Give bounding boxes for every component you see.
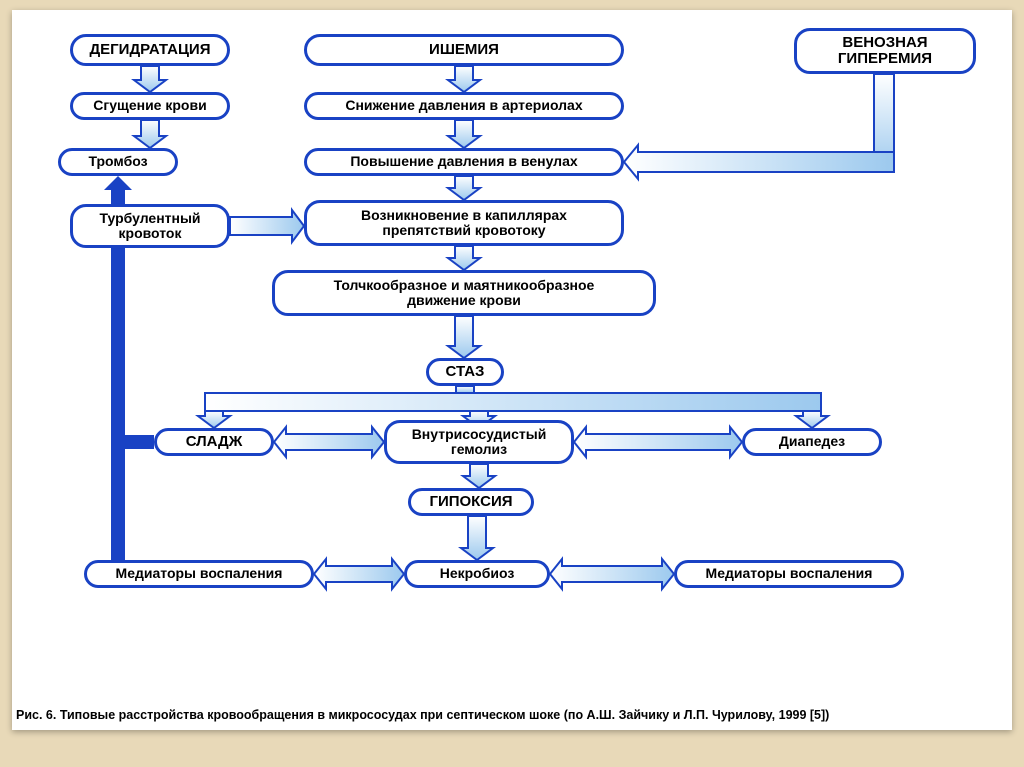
node-n17: Некробиоз	[404, 560, 550, 588]
node-n1: ДЕГИДРАТАЦИЯ	[70, 34, 230, 66]
node-n11: СТАЗ	[426, 358, 504, 386]
node-n14: Диапедез	[742, 428, 882, 456]
node-n10: Толчкообразное и маятникообразноедвижени…	[272, 270, 656, 316]
node-n16: Медиаторы воспаления	[84, 560, 314, 588]
node-n7: Повышение давления в венулах	[304, 148, 624, 176]
node-n5: Снижение давления в артериолах	[304, 92, 624, 120]
node-n13: Внутрисосудистыйгемолиз	[384, 420, 574, 464]
node-n2: ИШЕМИЯ	[304, 34, 624, 66]
node-n12: СЛАДЖ	[154, 428, 274, 456]
node-n3: ВЕНОЗНАЯГИПЕРЕМИЯ	[794, 28, 976, 74]
figure-caption: Рис. 6. Типовые расстройства кровообраще…	[16, 708, 1008, 722]
node-n4: Сгущение крови	[70, 92, 230, 120]
node-n8: Турбулентныйкровоток	[70, 204, 230, 248]
node-n15: ГИПОКСИЯ	[408, 488, 534, 516]
flowchart-canvas: ДЕГИДРАТАЦИЯ ИШЕМИЯ ВЕНОЗНАЯГИПЕРЕМИЯ Сгуще…	[12, 10, 1012, 730]
node-n18: Медиаторы воспаления	[674, 560, 904, 588]
node-n6: Тромбоз	[58, 148, 178, 176]
node-n9: Возникновение в капиллярахпрепятствий кр…	[304, 200, 624, 246]
